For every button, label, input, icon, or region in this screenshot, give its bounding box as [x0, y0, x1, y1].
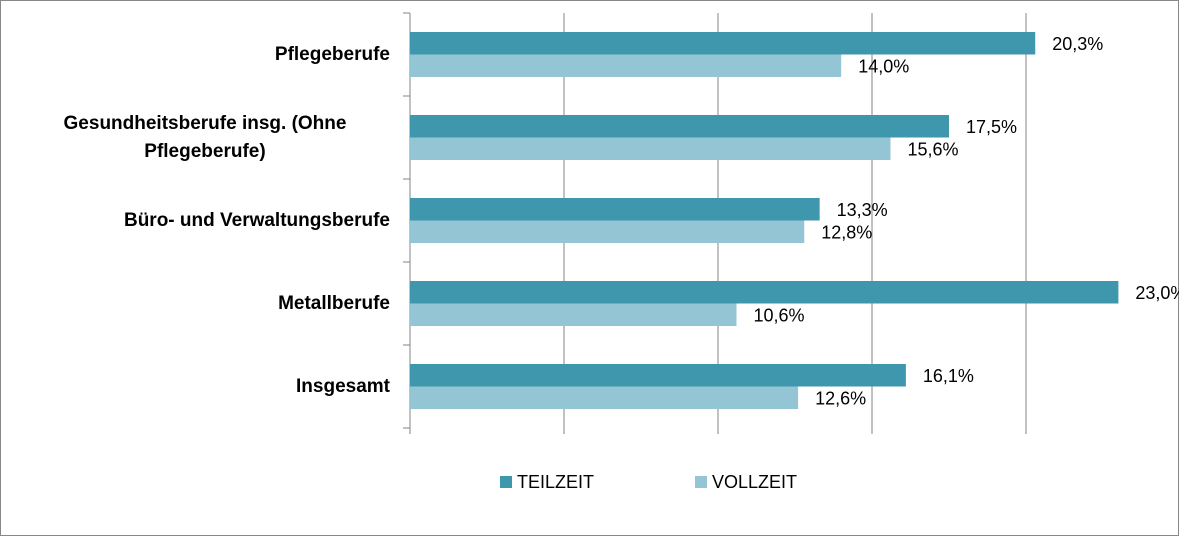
value-label: 12,6% — [815, 389, 866, 409]
bar — [410, 137, 891, 160]
value-label: 20,3% — [1052, 34, 1103, 54]
category-text: Metallberufe — [278, 292, 390, 314]
category-text: Insgesamt — [296, 375, 390, 397]
bar — [410, 386, 799, 409]
value-label: 15,6% — [907, 140, 958, 160]
bar — [410, 364, 906, 387]
bar — [410, 303, 737, 326]
value-label: 23,0% — [1135, 283, 1179, 303]
bar — [410, 220, 805, 243]
legend-swatch — [500, 476, 512, 488]
legend-label: TEILZEIT — [517, 472, 594, 492]
bar — [410, 115, 949, 138]
category-text: Gesundheitsberufe insg. (Ohne Pflegeberu… — [63, 112, 347, 162]
bar — [410, 32, 1036, 55]
bar — [410, 198, 820, 221]
bar — [410, 54, 842, 77]
category-label: Gesundheitsberufe insg. (Ohne Pflegeberu… — [20, 110, 390, 166]
category-text: Büro- und Verwaltungsberufe — [123, 209, 390, 231]
category-label: Insgesamt — [20, 373, 390, 401]
bar — [410, 281, 1119, 304]
legend-swatch — [695, 476, 707, 488]
value-label: 14,0% — [858, 57, 909, 77]
value-label: 16,1% — [923, 366, 974, 386]
value-label: 17,5% — [966, 117, 1017, 137]
category-label: Pflegeberufe — [20, 41, 390, 69]
category-label: Metallberufe — [20, 290, 390, 318]
category-label: Büro- und Verwaltungsberufe — [20, 207, 390, 235]
legend-label: VOLLZEIT — [712, 472, 797, 492]
value-label: 10,6% — [753, 306, 804, 326]
value-label: 12,8% — [821, 223, 872, 243]
category-text: Pflegeberufe — [274, 43, 390, 65]
value-label: 13,3% — [837, 200, 888, 220]
